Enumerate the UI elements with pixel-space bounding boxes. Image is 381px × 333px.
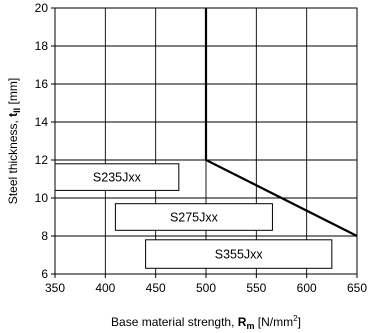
series-layer (204, 8, 358, 237)
x-tick-label: 650 (347, 281, 367, 295)
y-tick-label: 20 (35, 1, 49, 15)
grade-box (145, 239, 333, 269)
y-axis-title: Steel thickness, tII [mm] (6, 78, 22, 204)
y-tick-label: 12 (35, 153, 49, 167)
y-tick-label: 6 (41, 267, 48, 281)
y-tick-label: 14 (35, 115, 49, 129)
x-tick-label: 350 (45, 281, 65, 295)
tick-labels: 350 400 450 500 550 600 650 6 8 10 12 14 16 18 20 (35, 1, 368, 295)
x-tick-label: 600 (297, 281, 317, 295)
grade-box (54, 163, 180, 191)
x-tick-label: 450 (146, 281, 166, 295)
x-tick-label: 550 (246, 281, 266, 295)
grade-label: S235Jxx (93, 171, 142, 185)
grade-label: S355Jxx (215, 248, 264, 262)
x-tick-label: 500 (196, 281, 216, 295)
y-tick-label: 8 (41, 229, 48, 243)
x-axis-title: Base material strength, Rm [N/mm2] (111, 314, 301, 331)
grade-label: S275Jxx (170, 211, 219, 225)
grade-boxes: S235Jxx S275Jxx S355Jxx (54, 163, 333, 269)
limit-line (204, 8, 358, 237)
y-tick-label: 16 (35, 77, 49, 91)
y-tick-label: 10 (35, 191, 49, 205)
x-tick-label: 400 (95, 281, 115, 295)
y-tick-label: 18 (35, 39, 49, 53)
grade-box (114, 203, 273, 231)
